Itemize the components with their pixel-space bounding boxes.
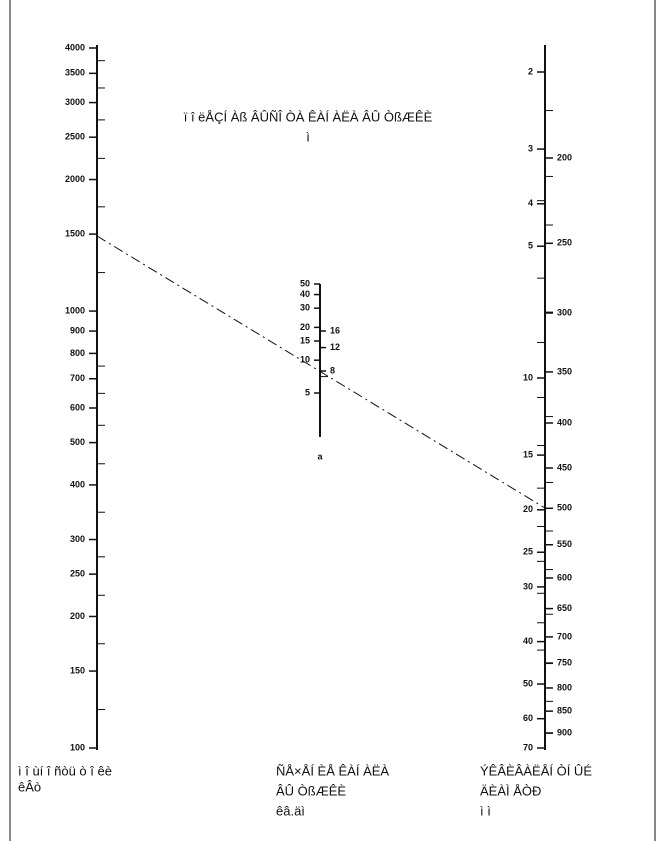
tick-label: 600 (70, 402, 85, 412)
tick-label: 30 (300, 303, 310, 313)
tick-label: 10 (523, 372, 533, 382)
tick-label: 900 (70, 325, 85, 335)
tick-label: 1500 (65, 228, 85, 238)
left-caption: êÂò (18, 779, 41, 794)
right-caption: ÄÈÀÌ ÅÒÐ (480, 783, 541, 798)
right-caption: ì ì (480, 803, 491, 818)
tick-label: 850 (557, 706, 572, 716)
tick-label: 700 (70, 373, 85, 383)
tick-label: 5 (528, 241, 533, 251)
tick-label: 300 (70, 534, 85, 544)
right-caption: ÝÊÂÈÂÀËÅÍ ÒÍ ÛÉ (480, 763, 592, 778)
tick-label: 40 (300, 289, 310, 299)
tick-label: 1000 (65, 305, 85, 315)
tick-label: 40 (523, 636, 533, 646)
tick-label: 150 (70, 665, 85, 675)
tick-label: 20 (523, 504, 533, 514)
tick-label: 250 (557, 238, 572, 248)
tick-label: 400 (70, 479, 85, 489)
tick-label: 15 (523, 449, 533, 459)
tick-label: 800 (70, 348, 85, 358)
tick-label: 8 (330, 365, 335, 375)
tick-label: 200 (557, 152, 572, 162)
tick-label: 550 (557, 539, 572, 549)
tick-label: 15 (300, 335, 310, 345)
tick-label: 3000 (65, 97, 85, 107)
title-unit: ì (306, 129, 310, 144)
left-caption: ì î ùí î ñòü ò î êè (18, 763, 112, 778)
tick-label: 900 (557, 727, 572, 737)
tick-label: 500 (70, 437, 85, 447)
tick-label: 5 (305, 387, 310, 397)
tick-label: 350 (557, 366, 572, 376)
tick-label: 3 (528, 143, 533, 153)
title: ï î ëÅÇÍ Àß ÂÛÑÎ ÒÀ ÊÀÍ ÀËÀ ÂÛ ÒßÆÊÈ (184, 109, 433, 124)
tick-label: 2000 (65, 174, 85, 184)
middle-caption: ÑÅ×ÅÍ ÈÅ ÊÀÍ ÀËÀ (276, 763, 389, 778)
key-line (96, 235, 546, 509)
tick-label: 600 (557, 572, 572, 582)
tick-label: 16 (330, 325, 340, 335)
tick-label: 4000 (65, 42, 85, 52)
tick-label: 10 (300, 355, 310, 365)
tick-label: 800 (557, 682, 572, 692)
tick-label: 250 (70, 569, 85, 579)
tick-label: 50 (300, 278, 310, 288)
tick-label: 70 (523, 742, 533, 752)
tick-label: 2500 (65, 132, 85, 142)
tick-label: 3500 (65, 68, 85, 78)
tick-label: 12 (330, 342, 340, 352)
middle-note: a (317, 451, 323, 461)
tick-label: 650 (557, 603, 572, 613)
tick-label: 700 (557, 631, 572, 641)
tick-label: 2 (528, 66, 533, 76)
tick-label: 20 (300, 322, 310, 332)
tick-label: 4 (528, 198, 533, 208)
tick-label: 100 (70, 742, 85, 752)
tick-label: 500 (557, 503, 572, 513)
middle-caption: ÂÛ ÒßÆÊÈ (276, 783, 346, 798)
tick-label: 450 (557, 462, 572, 472)
middle-caption: êâ.äì (276, 803, 305, 818)
tick-label: 400 (557, 417, 572, 427)
tick-label: 750 (557, 658, 572, 668)
tick-label: 300 (557, 307, 572, 317)
tick-label: 30 (523, 581, 533, 591)
tick-label: 25 (523, 547, 533, 557)
tick-label: 50 (523, 678, 533, 688)
tick-label: 60 (523, 713, 533, 723)
tick-label: 200 (70, 611, 85, 621)
